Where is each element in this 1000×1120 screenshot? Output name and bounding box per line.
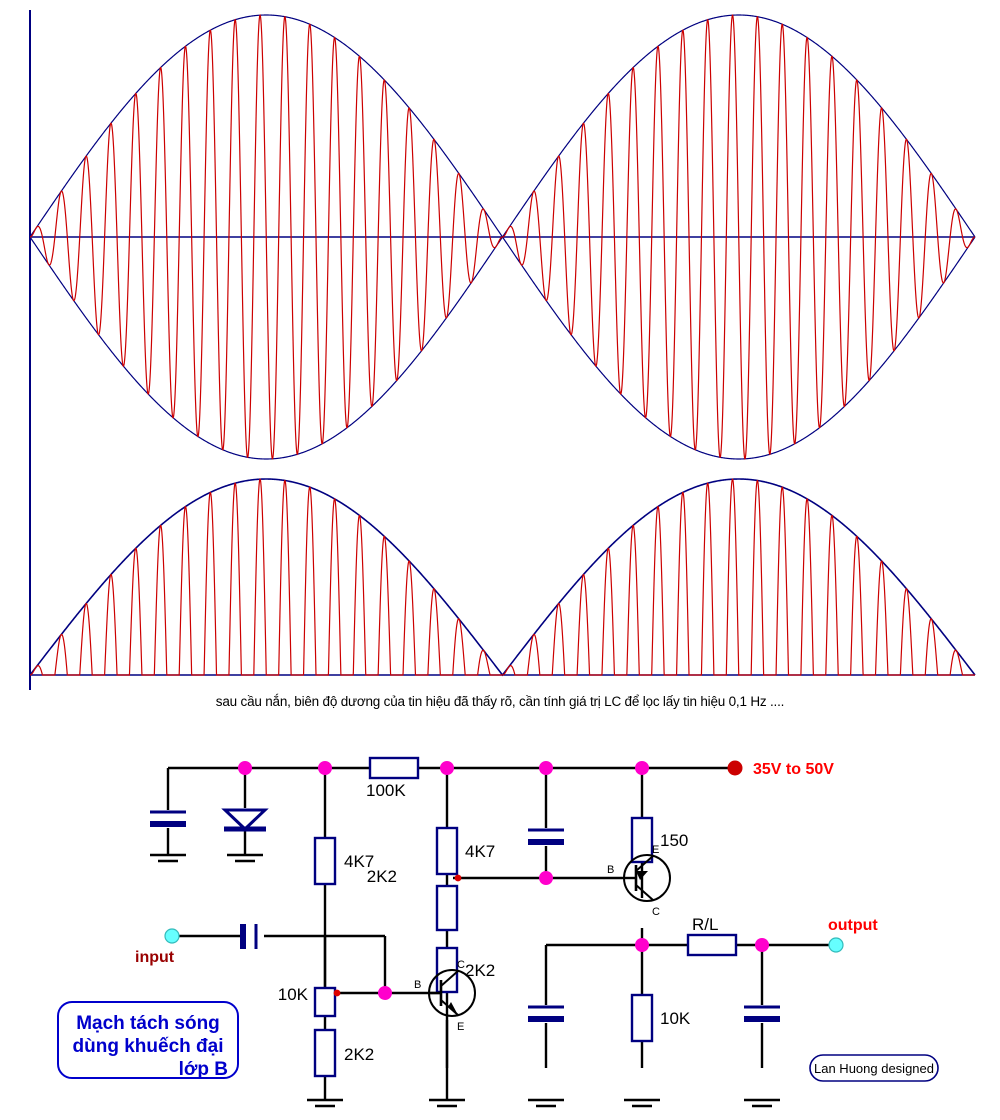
supply-terminal-dot[interactable] [727,760,743,776]
npn-transistor: C E B [414,959,476,1033]
resistor-2k2-c [313,1028,337,1078]
circuit-diagram: 100K 4K7 4K7 2K2 2K2 150 10K [0,730,1000,1120]
junction-dot [378,986,392,1000]
title-box-line-1: Mạch tách sóng [76,1013,220,1034]
resistors: 100K 4K7 4K7 2K2 2K2 150 10K [278,756,738,1078]
junction-dot [635,938,649,952]
tap-dot [454,874,462,882]
junction-dot [755,938,769,952]
resistor-load-label: R/L [692,915,718,934]
capacitor-icon [744,1005,780,1022]
resistor-10k-b-label: 10K [660,1009,691,1028]
pnp-emitter-label: E [652,844,659,856]
diode-icon [221,808,269,832]
resistor-100k [368,756,420,780]
resistor-2k2-c-label: 2K2 [344,1045,374,1064]
title-box: Mạch tách sóng dùng khuếch đại lớp B [57,1001,239,1080]
output-label: output [828,917,878,934]
resistor-4k7-b [435,826,459,876]
resistor-10k-b [630,993,654,1043]
credit-box: Lan Huong designed [809,1054,939,1082]
resistor-150-label: 150 [660,831,688,850]
chart2-envelope-upper [29,478,976,677]
pnp-transistor: E C B [607,844,671,918]
junction-dot [539,761,553,775]
credit-box-frame [809,1054,939,1082]
circuit-svg: 100K 4K7 4K7 2K2 2K2 150 10K [57,756,939,1108]
resistor-4k7-a [313,836,337,886]
capacitors [150,810,780,1022]
npn-collector-label: C [457,959,465,971]
resistor-load [686,933,738,957]
output-terminal-dot[interactable] [828,937,844,953]
title-box-line-3: lớp B [179,1059,228,1080]
pnp-base-label: B [607,864,614,876]
resistor-2k2-a [435,884,459,932]
coupling-capacitor-icon [240,924,258,949]
junction-dot [238,761,252,775]
input-label: input [135,949,175,966]
waveform-svg [29,10,976,690]
title-box-frame [57,1001,239,1079]
resistor-100k-label: 100K [366,781,406,800]
credit-box-label: Lan Huong designed [814,1061,934,1076]
supply-label: 35V to 50V [753,761,834,778]
junction-dot [539,871,553,885]
chart-rectified-signal [29,478,976,677]
ground-icon [307,1098,343,1108]
npn-base-label: B [414,979,421,991]
capacitor-icon [528,1005,564,1022]
terminals: 35V to 50V input output [135,760,878,966]
chart-am-signal [29,14,976,460]
junction-dot [440,761,454,775]
resistor-4k7-b-label: 4K7 [465,842,495,861]
ground-icon [227,853,263,863]
ground-symbols [150,853,780,1108]
resistor-150 [630,816,654,864]
pnp-collector-label: C [652,906,660,918]
resistor-2k2-b-label: 2K2 [465,961,495,980]
junction-nodes [238,761,769,1000]
input-terminal-dot[interactable] [164,928,180,944]
ground-icon [528,1098,564,1108]
ground-icon [150,853,186,863]
junction-dot [318,761,332,775]
junction-dot [635,761,649,775]
ground-icon [744,1098,780,1108]
ground-icon [624,1098,660,1108]
chart2-carrier [29,478,975,676]
chart1-envelope-upper [29,14,976,239]
npn-emitter-label: E [457,1021,464,1033]
resistor-4k7-a-label: 4K7 [344,852,374,871]
resistor-10k-a-label: 10K [278,985,309,1004]
capacitor-icon [528,828,564,845]
chart1-envelope-lower [29,235,976,460]
resistor-2k2-a-label: 2K2 [367,867,397,886]
capacitor-icon [150,810,186,827]
ground-icon [429,1098,465,1108]
resistor-10k-a [313,986,337,1018]
waveform-charts [29,10,976,690]
chart1-carrier [29,14,976,460]
chart-caption: sau cầu nắn, biên độ dương của tin hiệu … [215,694,785,709]
tap-dot [333,989,341,997]
title-box-line-2: dùng khuếch đại [73,1036,224,1057]
